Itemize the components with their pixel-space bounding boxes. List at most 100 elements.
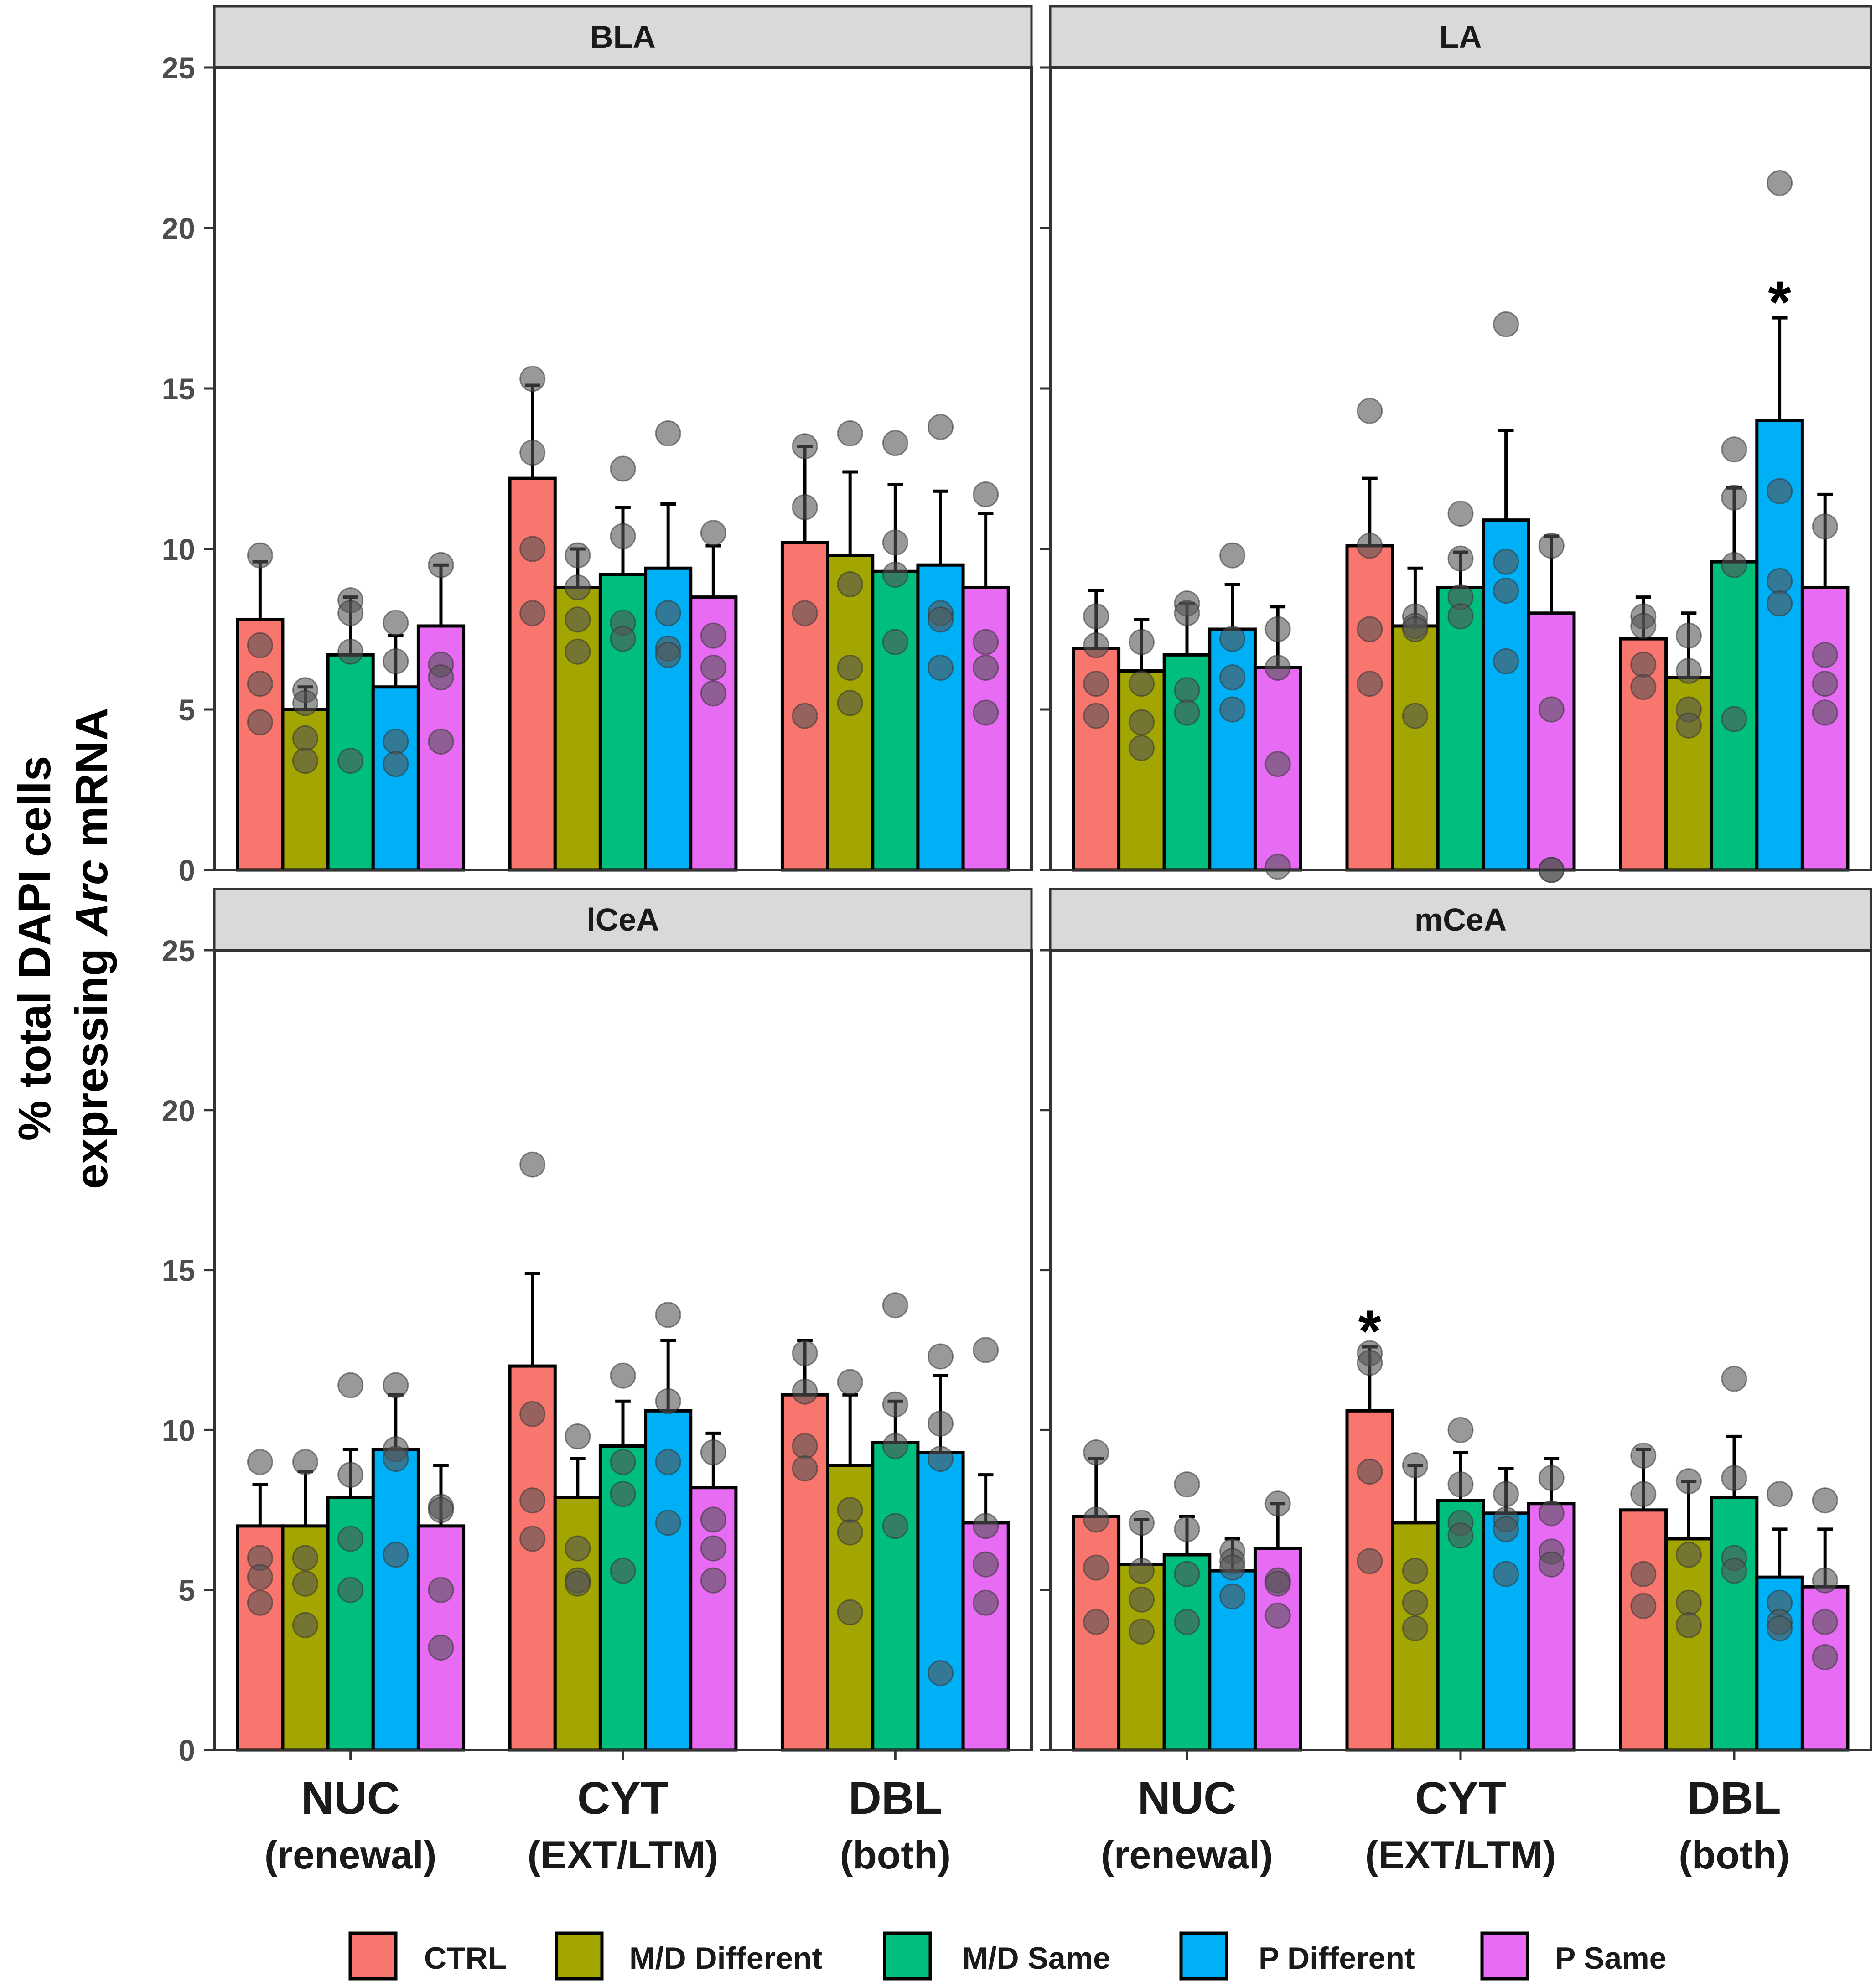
- data-point: [1538, 1551, 1565, 1578]
- data-point: [1812, 671, 1838, 697]
- y-tick-label: 10: [162, 1413, 195, 1447]
- data-point: [383, 1542, 409, 1568]
- data-point: [1630, 674, 1657, 700]
- data-point: [837, 690, 863, 716]
- data-point: [700, 1506, 726, 1533]
- panel-border: [1049, 66, 1872, 871]
- data-point: [1538, 1465, 1565, 1491]
- data-point: [1447, 603, 1474, 630]
- data-point: [292, 1449, 319, 1475]
- data-point: [1493, 648, 1519, 674]
- data-point: [1264, 1490, 1291, 1517]
- data-point: [700, 680, 726, 707]
- legend-swatch: [1480, 1931, 1529, 1981]
- data-point: [837, 571, 863, 597]
- panel-lcea: lCeA 0 5 10 15 20 25 NUC (renewal) CYT (EXT/LTM) DB…: [162, 888, 1033, 1877]
- data-point: [565, 542, 591, 569]
- data-point: [1083, 671, 1109, 697]
- bar: [1619, 1508, 1668, 1752]
- data-point: [1219, 626, 1246, 652]
- data-point: [519, 1526, 546, 1552]
- data-point: [1721, 1465, 1747, 1491]
- y-axis-title-prefix: expressing: [66, 936, 117, 1189]
- data-point: [519, 600, 546, 626]
- data-point: [1264, 1570, 1291, 1597]
- y-axis-title-line1: % total DAPI cells: [9, 756, 60, 1141]
- data-point: [428, 664, 454, 691]
- bar: [1436, 585, 1485, 872]
- data-point: [700, 520, 726, 546]
- bar: [1800, 585, 1850, 872]
- error-bar: [1817, 492, 1833, 588]
- data-point: [882, 1292, 908, 1319]
- data-point: [610, 1449, 636, 1475]
- bar: [916, 1451, 965, 1752]
- data-point: [700, 1567, 726, 1594]
- data-point: [1128, 709, 1155, 735]
- data-point: [882, 561, 908, 588]
- legend-label: CTRL: [424, 1941, 507, 1976]
- data-point: [927, 1660, 954, 1687]
- data-point: [1219, 1583, 1246, 1609]
- panel-strip: [1049, 5, 1872, 69]
- data-point: [927, 1410, 954, 1437]
- data-point: [519, 536, 546, 562]
- data-point: [700, 1535, 726, 1562]
- data-point: [882, 430, 908, 456]
- data-point: [1174, 1561, 1200, 1587]
- y-tick-label: 5: [178, 693, 195, 727]
- data-point: [337, 1526, 364, 1552]
- data-point: [565, 1570, 591, 1597]
- data-point: [1721, 706, 1747, 732]
- data-point: [1675, 658, 1702, 684]
- y-tick-label: 10: [162, 533, 195, 566]
- error-bar: [1498, 429, 1514, 520]
- legend-label: M/D Same: [962, 1941, 1110, 1976]
- legend-item-p-different: P Different: [1179, 1931, 1415, 1981]
- data-point: [1767, 478, 1793, 504]
- data-point: [1357, 1459, 1383, 1485]
- data-point: [655, 1302, 681, 1328]
- data-point: [1493, 1561, 1519, 1587]
- data-point: [1357, 1548, 1383, 1574]
- data-point: [337, 1577, 364, 1603]
- data-point: [247, 632, 273, 658]
- data-point: [837, 1599, 863, 1625]
- data-point: [292, 1570, 319, 1597]
- data-point: [1630, 1443, 1657, 1469]
- legend-label: P Different: [1259, 1941, 1415, 1976]
- panels-layer: BLA 0 5 10 15 20 25 LA * lCeA 0 5 10 15 20 25 NUC (renewa…: [162, 5, 1872, 1877]
- data-point: [792, 703, 818, 729]
- data-point: [1812, 513, 1838, 540]
- data-point: [837, 654, 863, 681]
- data-point: [1128, 1586, 1155, 1613]
- data-point: [1264, 616, 1291, 642]
- data-point: [247, 1449, 273, 1475]
- data-point: [655, 1510, 681, 1536]
- error-bar: [978, 512, 994, 588]
- data-point: [700, 654, 726, 681]
- x-category-sublabel: (EXT/LTM): [528, 1833, 719, 1877]
- data-point: [792, 1378, 818, 1405]
- data-point: [383, 610, 409, 636]
- bar: [1527, 611, 1576, 872]
- data-point: [428, 552, 454, 578]
- data-point: [1402, 1558, 1428, 1584]
- data-point: [1721, 436, 1747, 463]
- error-bar: [252, 1483, 268, 1526]
- data-point: [247, 1589, 273, 1616]
- panel-title: mCeA: [1415, 902, 1507, 937]
- data-point: [1767, 568, 1793, 594]
- legend: CTRL M/D Different M/D Same P Different P Sa…: [348, 1931, 1666, 1981]
- bar: [871, 1441, 920, 1752]
- bar: [553, 1496, 602, 1752]
- data-point: [1264, 1602, 1291, 1629]
- data-point: [292, 1545, 319, 1571]
- x-category-label: NUC: [301, 1773, 400, 1824]
- data-point: [837, 1369, 863, 1395]
- data-point: [1174, 1516, 1200, 1542]
- data-point: [882, 629, 908, 655]
- data-point: [1264, 654, 1291, 681]
- data-point: [1493, 311, 1519, 337]
- y-tick-label: 20: [162, 212, 195, 245]
